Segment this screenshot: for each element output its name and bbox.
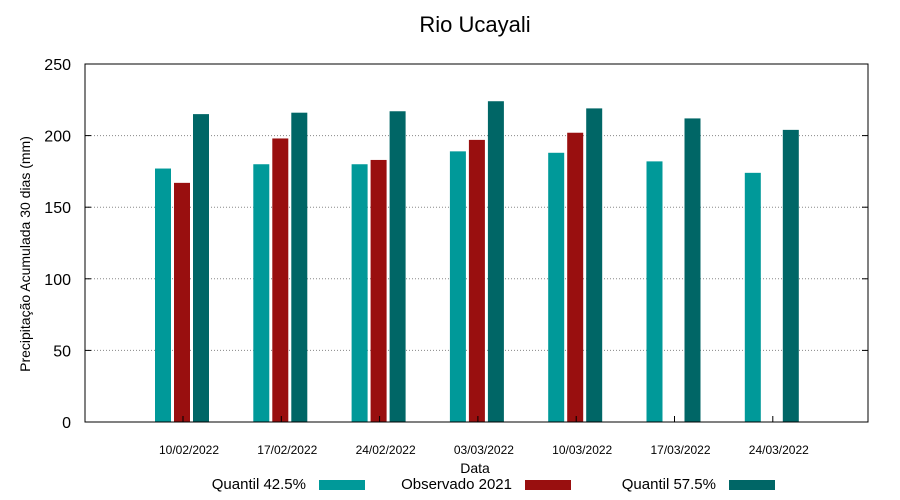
y-tick-label: 250 — [44, 57, 71, 74]
y-tick-label: 200 — [44, 129, 71, 146]
y-tick-label: 50 — [53, 343, 71, 360]
bar — [174, 182, 190, 422]
x-ticks: 10/02/2022 17/02/2022 24/02/2022 03/03/2022… — [159, 416, 809, 457]
chart-title: Rio Ucayali — [419, 12, 530, 37]
bar — [253, 164, 270, 423]
bar — [646, 161, 663, 422]
x-tick-label: 17/02/2022 — [257, 443, 317, 457]
legend-swatch — [525, 480, 571, 490]
y-axis-label: Precipitação Acumulada 30 dias (mm) — [17, 136, 33, 372]
x-tick-label: 10/02/2022 — [159, 443, 219, 457]
y-tick-label: 100 — [44, 272, 71, 289]
x-tick-label: 24/03/2022 — [749, 443, 809, 457]
x-tick-label: 10/03/2022 — [552, 443, 612, 457]
bars-layer — [155, 101, 799, 423]
bar — [782, 129, 799, 422]
bar — [291, 112, 308, 423]
bar — [155, 168, 171, 422]
x-tick-label: 24/02/2022 — [356, 443, 416, 457]
bar — [586, 108, 603, 422]
x-tick-label: 03/03/2022 — [454, 443, 514, 457]
legend-swatch — [729, 480, 775, 490]
bar — [487, 101, 504, 423]
bar — [449, 151, 466, 423]
bar — [468, 139, 485, 422]
bar — [548, 152, 565, 422]
legend-swatch — [319, 480, 365, 490]
y-ticks: 0 50 100 150 200 250 — [44, 57, 868, 432]
bar — [272, 138, 289, 423]
x-tick-label: 17/03/2022 — [650, 443, 710, 457]
bar — [351, 164, 368, 423]
bar — [193, 114, 209, 423]
bar — [389, 111, 406, 423]
bar — [744, 172, 761, 422]
y-tick-label: 0 — [62, 415, 71, 432]
legend-label: Observado 2021 — [401, 476, 512, 493]
y-tick-label: 150 — [44, 200, 71, 217]
bar — [684, 118, 701, 422]
bar — [370, 159, 387, 422]
x-axis-label: Data — [460, 460, 490, 476]
plot-frame — [84, 63, 869, 423]
legend: Quantil 42.5% Observado 2021 Quantil 57.5% — [212, 476, 775, 493]
bar — [567, 132, 584, 422]
legend-label: Quantil 42.5% — [212, 476, 306, 493]
legend-label: Quantil 57.5% — [622, 476, 716, 493]
